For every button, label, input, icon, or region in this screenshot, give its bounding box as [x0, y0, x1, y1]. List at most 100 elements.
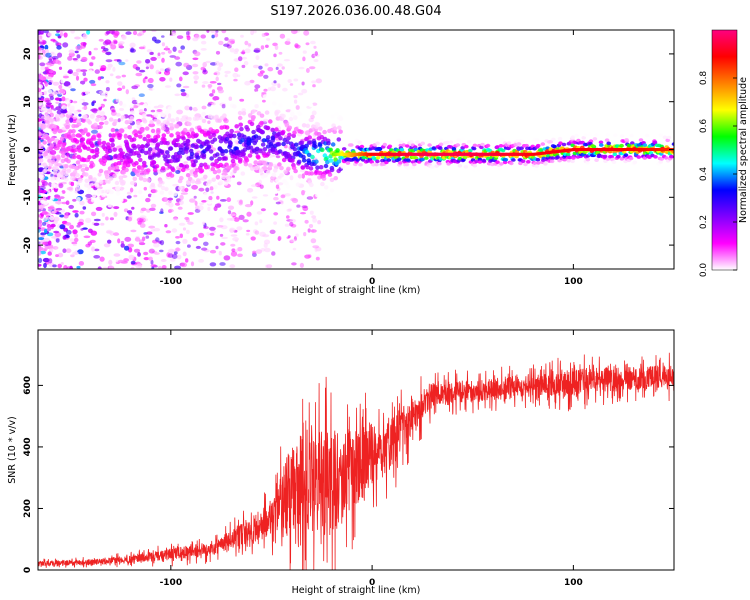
noise-mark [219, 217, 224, 223]
ridge-mark [209, 190, 215, 195]
noise-mark [280, 200, 284, 205]
ridge-mark [242, 134, 247, 139]
noise-mark [176, 109, 184, 115]
noise-mark [62, 235, 67, 240]
ridge-mark [268, 185, 273, 190]
ridge-mark [128, 158, 134, 163]
ridge-mark [53, 203, 59, 208]
ridge-mark [405, 144, 410, 148]
ridge-mark [199, 168, 205, 173]
ridge-mark [455, 143, 461, 147]
ridge-mark [88, 175, 93, 180]
noise-mark [176, 254, 182, 260]
ridge-mark [314, 131, 319, 136]
noise-mark [97, 138, 102, 142]
noise-mark [187, 221, 194, 225]
noise-mark [139, 215, 147, 219]
noise-mark [174, 93, 181, 97]
noise-mark [153, 227, 161, 232]
noise-mark [131, 206, 135, 210]
ridge-mark [262, 147, 268, 152]
noise-mark [142, 77, 146, 84]
ridge-mark [86, 184, 92, 189]
noise-mark [75, 186, 81, 192]
ridge-mark [177, 154, 183, 159]
noise-mark [244, 48, 251, 54]
noise-mark [195, 245, 201, 249]
noise-mark [111, 109, 116, 113]
noise-mark [165, 230, 172, 234]
noise-mark [175, 170, 181, 174]
ridge-mark [273, 190, 278, 195]
y-tick-label: 200 [23, 499, 33, 518]
ridge-mark [201, 118, 207, 124]
ridge-mark [146, 178, 151, 183]
ridge-mark [427, 143, 432, 147]
ridge-mark [136, 172, 141, 178]
ridge-mark [468, 148, 473, 153]
noise-mark [164, 197, 168, 202]
ridge-mark [301, 158, 307, 163]
ridge-mark [616, 154, 621, 159]
ridge-mark [144, 126, 150, 131]
ridge-mark [268, 119, 273, 124]
noise-mark [279, 33, 286, 39]
colorbar-tick-label: 0.0 [699, 263, 709, 278]
noise-mark [167, 113, 172, 118]
ridge-mark [297, 111, 303, 117]
ridge-mark [405, 158, 411, 162]
noise-mark [209, 93, 214, 97]
ridge-mark [130, 110, 135, 115]
noise-mark [76, 265, 81, 269]
ridge-mark [142, 163, 147, 168]
noise-mark [47, 244, 54, 250]
ridge-mark [274, 110, 279, 116]
noise-mark [98, 38, 104, 42]
noise-mark [169, 77, 173, 82]
noise-mark [305, 42, 310, 46]
ridge-mark [399, 140, 404, 145]
ridge-mark [229, 128, 234, 134]
noise-mark [44, 44, 49, 51]
ridge-mark [113, 153, 119, 159]
noise-mark [303, 232, 307, 237]
ridge-mark [514, 149, 520, 154]
noise-mark [293, 78, 299, 82]
noise-mark [217, 66, 222, 72]
ridge-mark [70, 105, 75, 111]
noise-mark [58, 66, 63, 71]
ridge-mark [399, 147, 405, 152]
noise-mark [193, 75, 200, 81]
noise-mark [260, 45, 265, 50]
noise-mark [117, 118, 121, 123]
ridge-mark [251, 91, 256, 96]
ridge-mark [152, 153, 157, 158]
noise-mark [59, 196, 65, 200]
noise-mark [48, 82, 52, 85]
noise-mark [302, 56, 306, 62]
ridge-mark [253, 138, 259, 143]
ridge-mark [323, 185, 329, 190]
ridge-mark [281, 157, 287, 163]
noise-mark [69, 224, 74, 230]
noise-mark [165, 45, 169, 52]
ridge-mark [203, 192, 209, 197]
noise-mark [133, 194, 138, 198]
noise-mark [154, 39, 161, 44]
ridge-mark [260, 142, 266, 147]
noise-mark [83, 42, 87, 47]
ridge-mark [347, 143, 353, 147]
ridge-mark [58, 128, 63, 134]
figure-title: S197.2026.036.00.48.G04 [270, 4, 441, 19]
y-tick-label: 600 [23, 376, 33, 395]
ridge-mark [278, 136, 283, 141]
noise-mark [301, 81, 305, 86]
ridge-mark [138, 157, 143, 163]
ridge-mark [80, 167, 86, 173]
snr-y-axis: 0 200 400 600 [23, 376, 674, 573]
noise-mark [172, 217, 178, 221]
noise-mark [220, 242, 226, 246]
ridge-mark [105, 142, 111, 147]
noise-mark [113, 232, 120, 236]
noise-mark [309, 66, 316, 70]
